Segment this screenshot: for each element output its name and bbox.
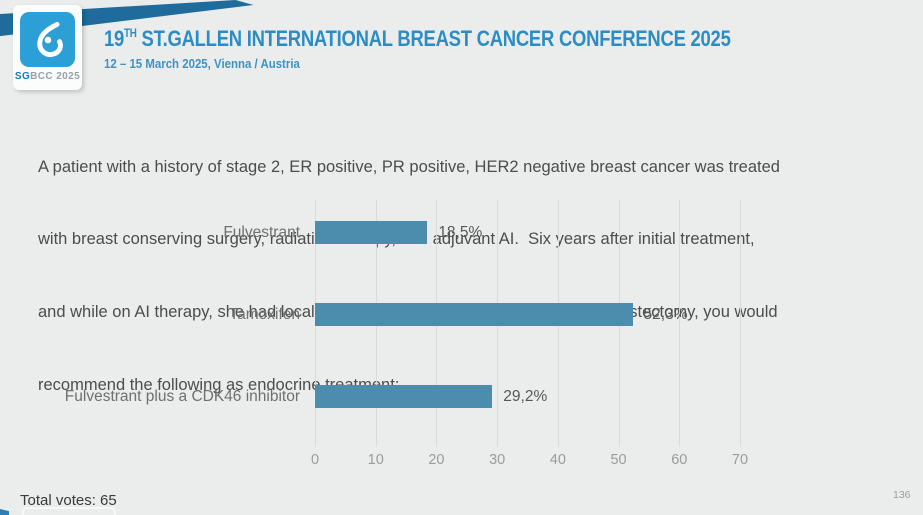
player-control-fragment	[22, 507, 116, 515]
progress-bar-fragment	[0, 509, 9, 515]
category-label: Fulvestrant plus a CDK46 inhibitor	[64, 388, 300, 405]
logo-year: 2025	[53, 71, 81, 82]
bar-chart-plot-area: 0 10 20 30 40 50 60 70 Fulvestrant 18,5% Tamoxifen…	[65, 200, 748, 468]
x-axis-tick-label: 60	[671, 452, 688, 468]
x-axis-tick-label: 30	[489, 452, 506, 468]
x-axis-tick-label: 70	[731, 452, 749, 468]
question-line: A patient with a history of stage 2, ER …	[38, 157, 780, 176]
conference-subtitle: 12 – 15 March 2025, Vienna / Austria	[104, 56, 300, 71]
category-label: Tamoxifen	[229, 306, 300, 323]
x-axis-tick-label: 50	[610, 452, 627, 468]
sgbcc-logo: SGBCC 2025	[13, 5, 82, 90]
header-title-block: 19TH ST.GALLEN INTERNATIONAL BREAST CANC…	[104, 25, 868, 72]
x-axis-tick-label: 20	[428, 452, 445, 468]
sgbcc-logo-icon	[20, 12, 75, 67]
value-label: 29,2%	[503, 388, 548, 405]
value-label: 18,5%	[438, 224, 483, 241]
total-votes-label: Total votes: 65	[20, 492, 117, 509]
slide-page-number: 136	[893, 489, 911, 501]
logo-bcc: BCC	[30, 71, 54, 82]
result-bar	[315, 385, 493, 408]
title-superscript: TH	[124, 25, 137, 40]
result-bar	[315, 221, 428, 244]
x-axis-tick-label: 0	[310, 452, 320, 468]
gridline	[679, 200, 681, 447]
logo-sg: SG	[14, 71, 31, 82]
result-bar	[315, 303, 633, 326]
gridline	[740, 200, 741, 447]
breast-drop-icon	[36, 21, 63, 57]
sgbcc-logo-text: SGBCC 2025	[15, 71, 80, 82]
x-axis-tick-label: 10	[367, 452, 384, 468]
category-label: Fulvestrant	[223, 224, 300, 241]
value-label: 52,3%	[643, 306, 688, 323]
conference-title: 19TH ST.GALLEN INTERNATIONAL BREAST CANC…	[104, 25, 731, 52]
x-axis-tick-label: 40	[549, 452, 566, 468]
